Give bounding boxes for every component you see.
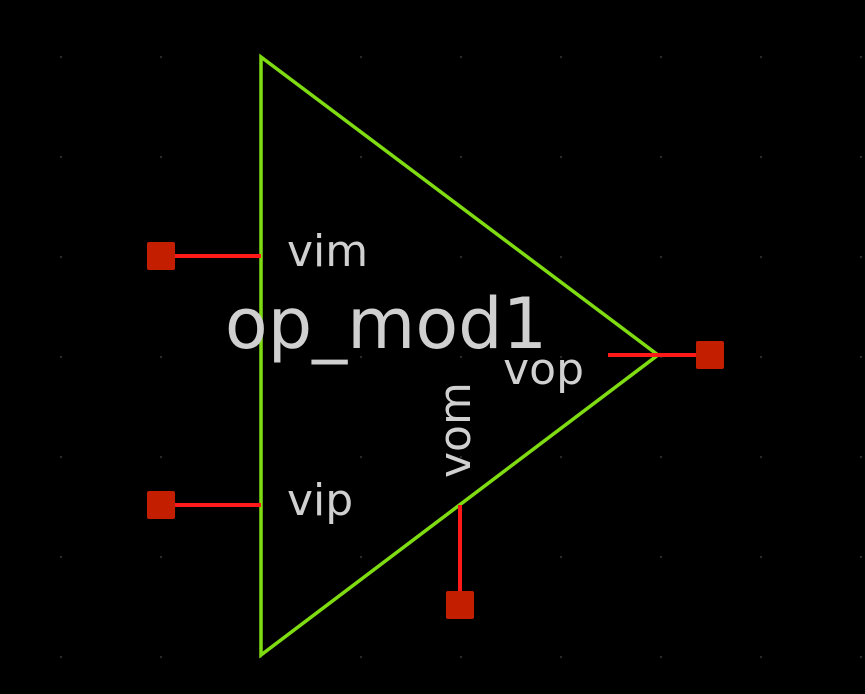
- grid-dot: [359, 655, 363, 659]
- grid-dot: [359, 455, 363, 459]
- grid-dot: [359, 155, 363, 159]
- grid-dot: [159, 555, 163, 559]
- grid-dot: [759, 655, 763, 659]
- grid-dot: [759, 555, 763, 559]
- pin-vop-terminal[interactable]: [696, 341, 724, 369]
- pin-vom-terminal[interactable]: [446, 591, 474, 619]
- grid-dot: [459, 655, 463, 659]
- grid-dot: [859, 355, 863, 359]
- grid-dot: [59, 355, 63, 359]
- grid-dot: [59, 455, 63, 459]
- grid-dot: [759, 255, 763, 259]
- grid-dot: [759, 455, 763, 459]
- grid-dot: [159, 355, 163, 359]
- grid-dot: [859, 555, 863, 559]
- grid-dot: [59, 155, 63, 159]
- grid-dot: [759, 155, 763, 159]
- pin-vip-terminal[interactable]: [147, 491, 175, 519]
- grid-dot: [659, 55, 663, 59]
- grid-dots: [59, 55, 863, 659]
- grid-dot: [559, 455, 563, 459]
- grid-dot: [459, 155, 463, 159]
- grid-dot: [659, 555, 663, 559]
- grid-dot: [59, 555, 63, 559]
- grid-dot: [559, 655, 563, 659]
- symbol-name-label[interactable]: op_mod1: [225, 283, 547, 365]
- grid-dot: [159, 155, 163, 159]
- grid-dot: [559, 355, 563, 359]
- pin-label-vim: vim: [287, 226, 368, 277]
- pin-label-vip: vip: [287, 475, 353, 526]
- grid-dot: [459, 355, 463, 359]
- grid-dot: [459, 455, 463, 459]
- grid-dot: [859, 155, 863, 159]
- pin-vom[interactable]: [446, 505, 474, 619]
- grid-dot: [159, 655, 163, 659]
- grid-dot: [459, 255, 463, 259]
- grid-dot: [459, 55, 463, 59]
- grid-dot: [59, 255, 63, 259]
- grid-dot: [559, 255, 563, 259]
- grid-dot: [59, 655, 63, 659]
- grid-dot: [59, 55, 63, 59]
- pin-vip[interactable]: [147, 491, 261, 519]
- grid-dot: [659, 255, 663, 259]
- grid-dot: [859, 255, 863, 259]
- grid-dot: [659, 455, 663, 459]
- grid-dot: [659, 155, 663, 159]
- grid-dot: [759, 355, 763, 359]
- pin-vim[interactable]: [147, 242, 261, 270]
- grid-dot: [359, 255, 363, 259]
- grid-dot: [359, 55, 363, 59]
- pin-vim-terminal[interactable]: [147, 242, 175, 270]
- grid-dot: [659, 655, 663, 659]
- pin-label-vop: vop: [503, 344, 584, 395]
- grid-dot: [559, 155, 563, 159]
- grid-dot: [359, 355, 363, 359]
- pin-vop[interactable]: [608, 341, 724, 369]
- grid-dot: [859, 55, 863, 59]
- grid-dot: [559, 555, 563, 559]
- grid-dot: [159, 455, 163, 459]
- grid-dot: [159, 55, 163, 59]
- grid-dot: [559, 55, 563, 59]
- grid-dot: [359, 555, 363, 559]
- grid-dot: [859, 455, 863, 459]
- pin-label-vom: vom: [430, 382, 481, 478]
- grid-dot: [759, 55, 763, 59]
- grid-dot: [859, 655, 863, 659]
